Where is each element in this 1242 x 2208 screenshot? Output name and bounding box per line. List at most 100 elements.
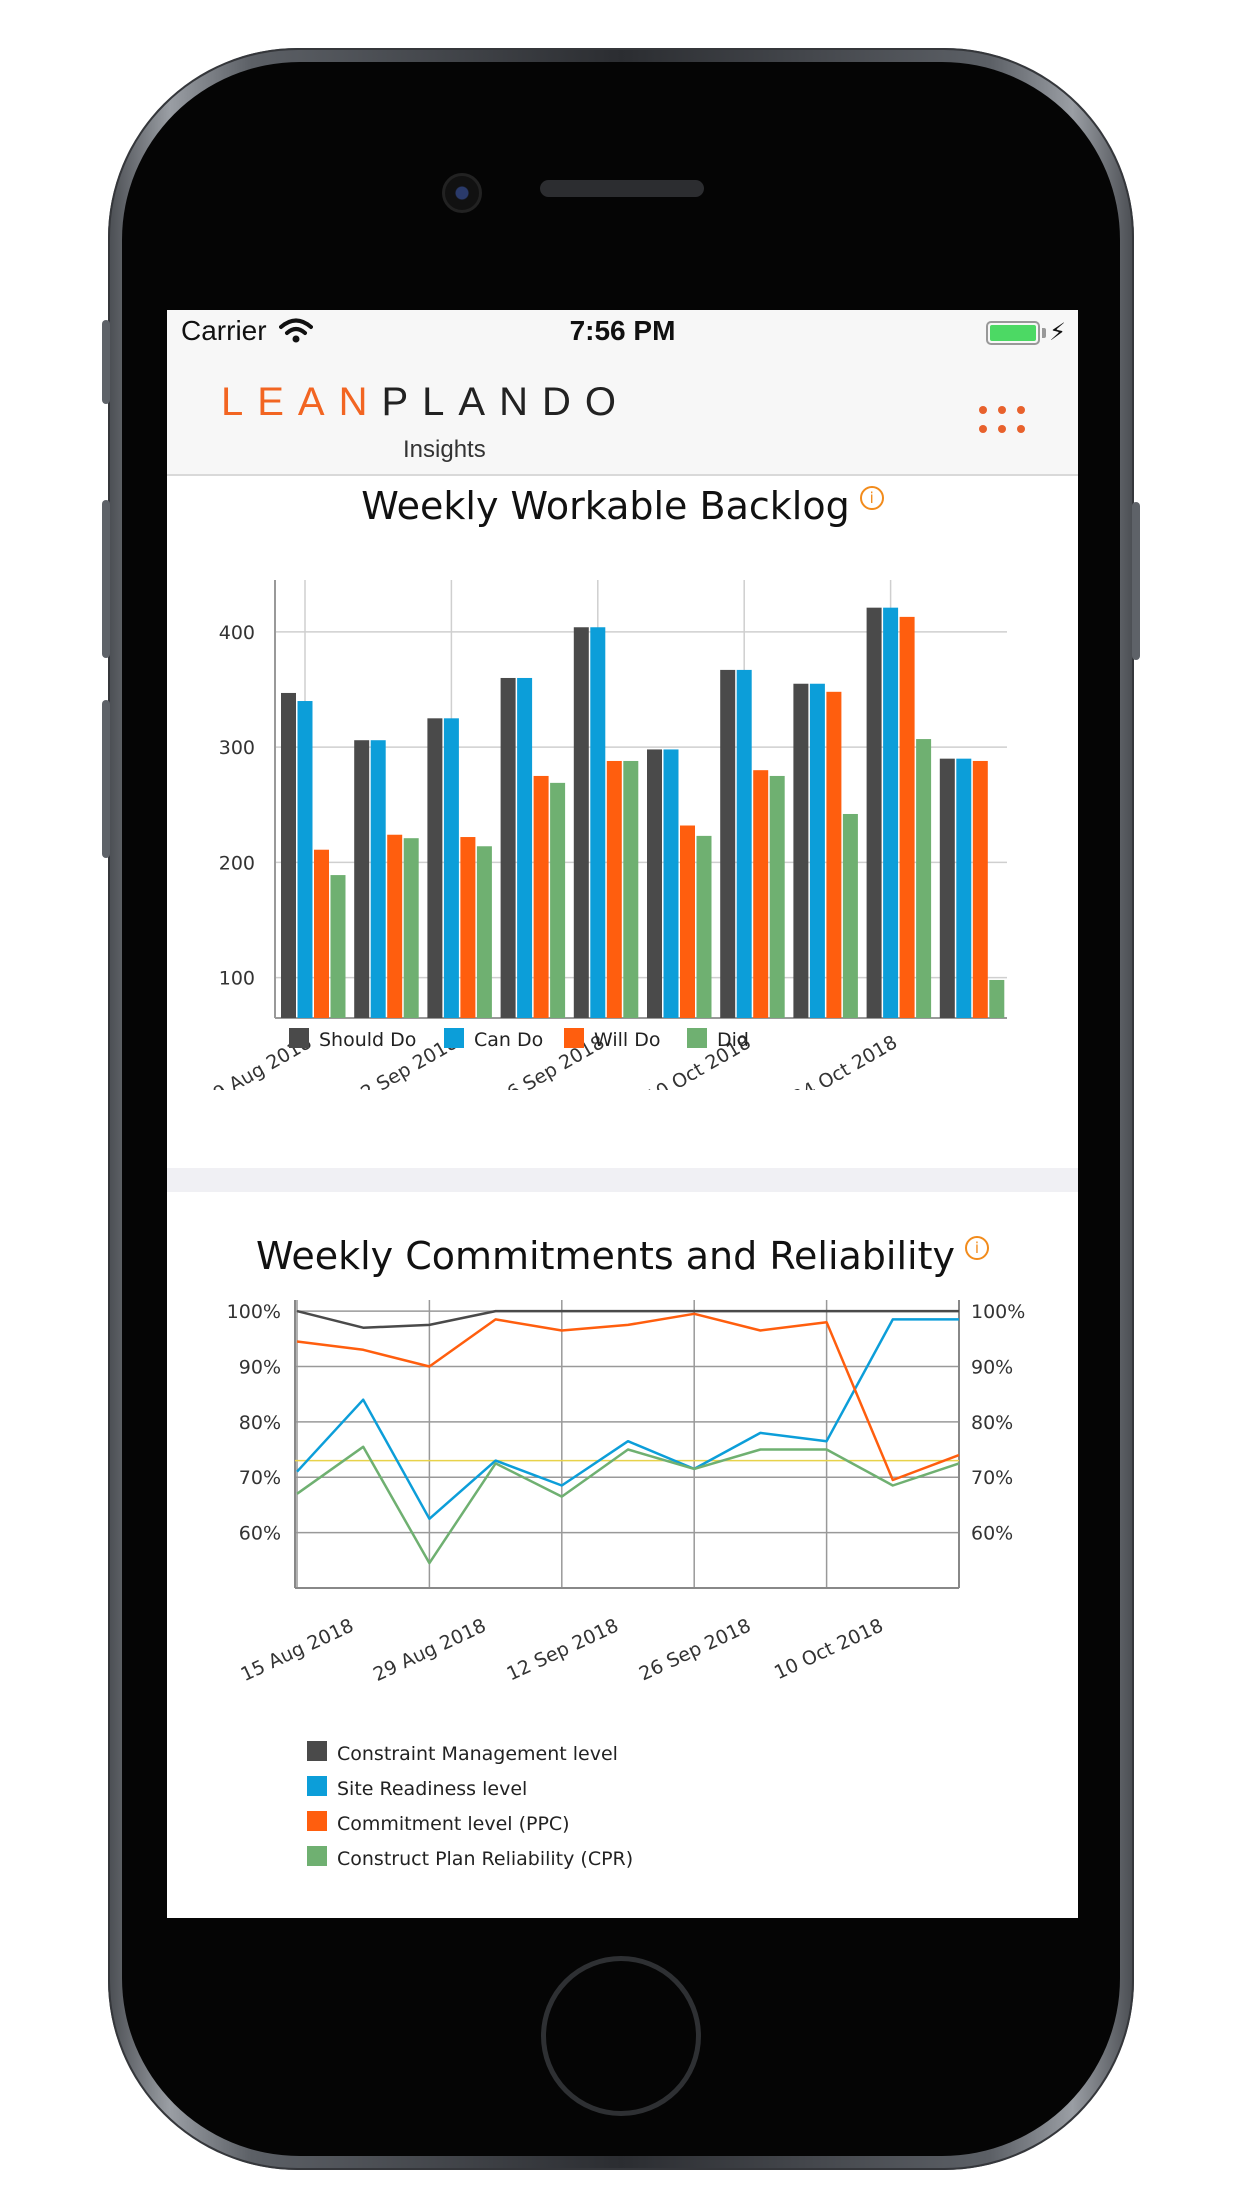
bar-can-do [736,669,752,1018]
reliability-chart-title: Weekly Commitments and Reliability [256,1234,955,1278]
x-tick-label: 24 Oct 2018 [788,1031,901,1090]
legend-label: Should Do [319,1029,416,1051]
y-tick-label-left: 60% [239,1523,281,1545]
bar-can-do [517,677,533,1018]
y-tick-label-left: 70% [239,1467,281,1489]
bar-can-do [590,627,606,1018]
earpiece-speaker [540,180,704,197]
series-line-1 [296,1318,959,1521]
bar-will-do [680,825,695,1018]
legend-label: Construct Plan Reliability (CPR) [337,1848,633,1870]
wifi-icon [278,318,313,343]
bar-can-do [443,718,459,1018]
x-tick-label: 15 Aug 2018 [238,1615,358,1686]
bar-should-do [500,677,516,1018]
y-tick-label-left: 100% [227,1301,281,1323]
status-time: 7:56 PM [569,315,676,346]
y-tick-label-right: 70% [971,1467,1013,1489]
y-tick-label: 100 [219,968,255,990]
bar-did [330,875,346,1018]
power-button [1132,502,1140,660]
bar-did [476,846,492,1018]
y-tick-label-right: 90% [971,1356,1013,1378]
bar-can-do [370,740,386,1018]
reliability-chart-title-row: Weekly Commitments and Reliability i [167,1234,1078,1278]
logo-part-2: PLANDO [381,380,630,424]
lightning-icon: ⚡ [1049,319,1066,346]
bar-will-do [533,775,549,1018]
y-tick-label-right: 80% [971,1412,1013,1434]
grid-dots-icon[interactable] [979,406,1025,433]
legend-label: Constraint Management level [337,1743,618,1765]
series-line-3 [296,1445,960,1565]
y-tick-label: 400 [219,622,255,644]
logo: LEANPLANDO [221,380,630,425]
legend-swatch [307,1741,327,1761]
x-tick-label: 29 Aug 2018 [370,1615,490,1686]
bar-should-do [720,669,736,1018]
bar-did [550,782,566,1018]
logo-part-1: LEAN [221,380,382,424]
backlog-chart-title: Weekly Workable Backlog [361,484,850,528]
bar-did [769,775,785,1018]
status-bar: Carrier 7:56 PM ⚡ [167,310,1078,358]
info-icon[interactable]: i [965,1236,989,1260]
bar-did [623,760,639,1018]
series-line-0 [296,1309,959,1329]
battery-cap [1042,328,1046,338]
bar-did [989,979,1005,1018]
bar-can-do [883,607,899,1018]
info-icon[interactable]: i [859,486,884,510]
carrier-area: Carrier [181,315,313,347]
bar-will-do [826,691,842,1018]
volume-up-button [102,500,110,658]
carrier-label: Carrier [181,315,267,346]
bar-can-do [663,749,679,1018]
reliability-line-chart: 60% 60% 70% 70% 80% 80% 90% 90% 100% 100% 15 Aug 2… [227,1300,1025,1870]
header-subtitle: Insights [403,436,486,463]
bar-did [403,838,419,1018]
bar-should-do [281,692,296,1018]
legend-swatch [687,1028,707,1048]
bar-should-do [354,740,370,1018]
bar-can-do [809,683,825,1018]
bar-did [916,739,932,1018]
bar-will-do [972,760,988,1018]
volume-down-button [102,700,110,858]
bar-should-do [647,749,662,1018]
x-tick-label: 26 Sep 2018 [636,1615,754,1686]
legend-label: Can Do [474,1029,543,1051]
legend-label: Did [717,1029,749,1051]
home-button[interactable] [541,1956,701,2116]
legend-label: Commitment level (PPC) [337,1813,570,1835]
front-camera [442,173,482,213]
bar-will-do [753,770,769,1018]
bar-will-do [606,760,622,1018]
x-tick-label: 10 Oct 2018 [771,1615,887,1685]
bar-should-do [866,607,882,1018]
bar-should-do [573,627,589,1018]
section-divider [167,1168,1078,1192]
legend-swatch [307,1846,327,1866]
mute-switch [102,320,110,404]
legend-swatch [444,1028,464,1048]
backlog-chart-title-row: Weekly Workable Backlog i [167,484,1078,528]
bar-will-do [314,849,329,1018]
legend-label: Site Readiness level [337,1778,527,1800]
bar-did [842,813,858,1018]
bar-can-do [956,758,972,1018]
app-header: LEANPLANDO Insights [167,358,1078,476]
y-tick-label-left: 80% [239,1412,281,1434]
legend-swatch [307,1811,327,1831]
x-tick-label: 12 Sep 2018 [503,1615,621,1686]
y-tick-label-right: 60% [971,1523,1013,1545]
bar-should-do [939,758,955,1018]
legend-swatch [289,1028,309,1048]
legend-label: Will Do [594,1029,661,1051]
bar-should-do [427,718,443,1018]
battery-icon [986,321,1040,345]
bar-will-do [899,616,915,1018]
bar-did [696,835,712,1018]
series-line-2 [296,1312,960,1482]
